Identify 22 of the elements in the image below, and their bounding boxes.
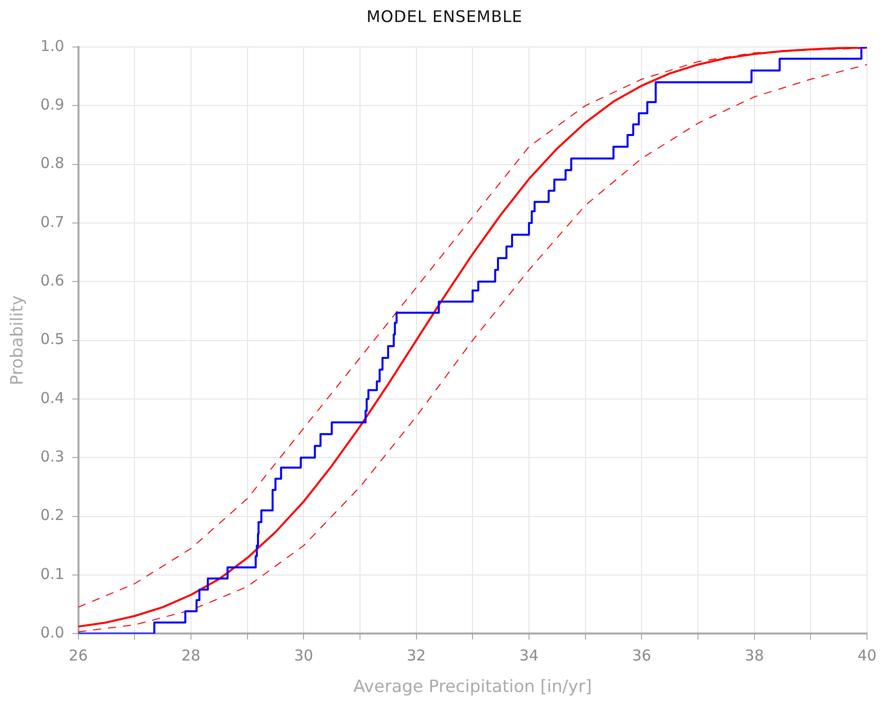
y-tick-label: 0.6	[40, 272, 64, 290]
y-tick-label: 0.0	[40, 623, 64, 642]
y-tick-label: 0.3	[40, 448, 64, 466]
x-axis-title: Average Precipitation [in/yr]	[353, 677, 592, 698]
y-tick-label: 0.4	[40, 388, 64, 407]
x-tick-label: 32	[406, 646, 426, 664]
y-tick-label: 0.7	[40, 212, 64, 231]
x-tick-label: 28	[181, 646, 200, 664]
x-tick-label: 26	[68, 646, 88, 664]
y-tick-label: 0.9	[40, 96, 64, 114]
y-tick-label: 0.1	[40, 564, 64, 583]
x-tick-label: 40	[857, 646, 877, 664]
y-axis-title: Probability	[8, 295, 28, 386]
x-tick-label: 38	[744, 646, 764, 664]
x-tick-label: 34	[519, 646, 539, 664]
y-tick-label: 1.0	[40, 36, 64, 55]
x-tick-label: 30	[294, 646, 314, 664]
chart-title: MODEL ENSEMBLE	[366, 6, 524, 28]
y-tick-label: 0.5	[40, 330, 64, 348]
y-tick-label: 0.8	[40, 154, 64, 172]
x-tick-label: 36	[632, 646, 652, 664]
y-tick-label: 0.2	[40, 506, 64, 524]
